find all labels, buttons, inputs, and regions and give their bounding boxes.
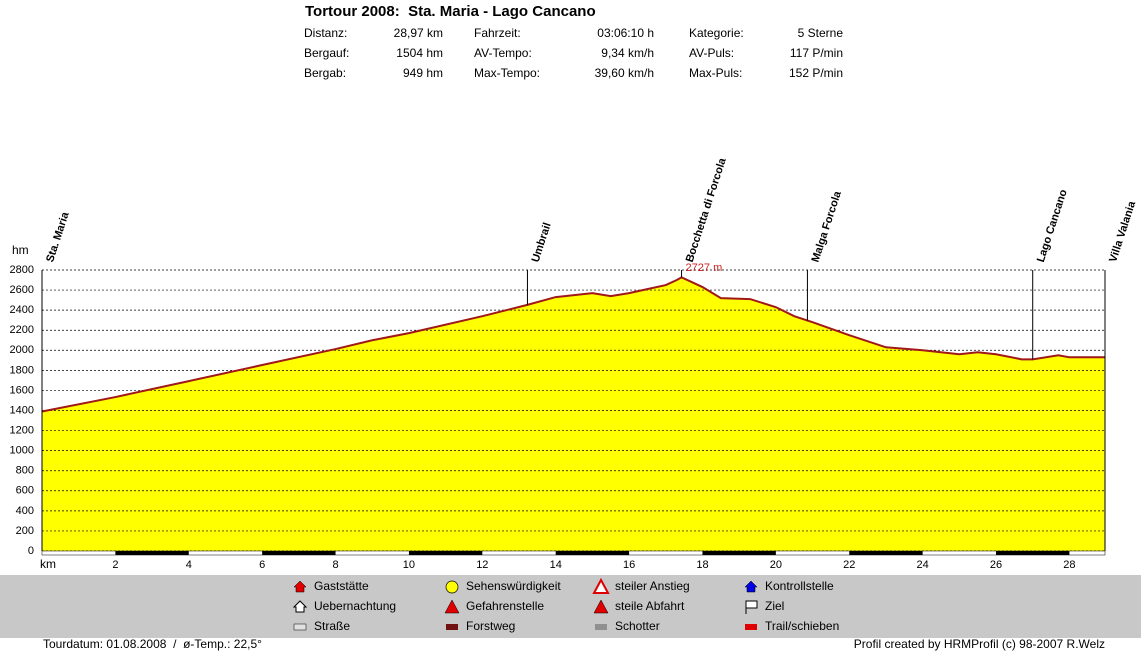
legend-icon: [446, 624, 458, 630]
y-tick-label: 2000: [10, 344, 34, 356]
y-tick-label: 200: [16, 525, 34, 537]
x-axis-segment: [849, 551, 923, 555]
stat-label: Max-Puls:: [689, 66, 742, 80]
x-axis-segment: [408, 551, 483, 555]
legend-icon: [445, 580, 459, 594]
stat-value: 39,60 km/h: [595, 66, 654, 80]
stat-label: Bergauf:: [304, 46, 349, 60]
x-tick-label: 14: [550, 559, 562, 571]
y-tick-label: 600: [16, 485, 34, 497]
legend-icon: [745, 600, 758, 614]
y-tick-label: 1800: [10, 364, 34, 376]
waypoint-label: Lago Cancano: [1035, 188, 1070, 264]
x-tick-label: 24: [917, 559, 929, 571]
legend-label: Gefahrenstelle: [466, 599, 544, 613]
stat-label: Max-Tempo:: [474, 66, 540, 80]
legend-icon: [293, 623, 307, 631]
legend-label: steiler Anstieg: [615, 579, 690, 593]
legend-icon: [593, 599, 609, 614]
x-axis-segment: [702, 551, 776, 555]
legend-icon: [744, 580, 758, 593]
waypoint-label: Sta. Maria: [44, 210, 72, 264]
legend-label: Uebernachtung: [314, 599, 396, 613]
y-tick-label: 1600: [10, 384, 34, 396]
x-axis-segment: [996, 551, 1070, 555]
stat-label: Bergab:: [304, 66, 346, 80]
stat-value: 1504 hm: [396, 46, 443, 60]
legend-icon: [745, 624, 757, 630]
legend-icon: [592, 577, 610, 594]
legend-label: Straße: [314, 619, 350, 633]
legend-box: [0, 575, 1141, 638]
y-tick-label: 2200: [10, 324, 34, 336]
stat-value: 117 P/min: [790, 46, 843, 60]
y-tick-label: 400: [16, 505, 34, 517]
waypoint-label: Malga Forcola: [810, 189, 845, 264]
x-tick-label: 20: [770, 559, 782, 571]
x-tick-label: 22: [843, 559, 855, 571]
stat-label: AV-Puls:: [689, 46, 734, 60]
profile-line: [41, 276, 1105, 413]
stat-value: 9,34 km/h: [601, 46, 654, 60]
y-tick-label: 2400: [10, 304, 34, 316]
chart-title: Tortour 2008: Sta. Maria - Lago Cancano: [305, 3, 596, 20]
y-tick-label: 2600: [10, 284, 34, 296]
legend-label: Forstweg: [466, 619, 515, 633]
x-axis-segment: [555, 551, 630, 555]
legend-label: Trail/schieben: [765, 619, 839, 633]
stat-label: AV-Tempo:: [474, 46, 532, 60]
waypoint-label: Bocchetta di Forcola: [684, 156, 729, 264]
y-tick-label: 1000: [10, 445, 34, 457]
y-tick-label: 1200: [10, 424, 34, 436]
x-axis-segment: [115, 551, 189, 555]
legend-label: steile Abfahrt: [615, 599, 685, 613]
legend-label: Sehenswürdigkeit: [466, 579, 561, 593]
x-tick-label: 12: [476, 559, 488, 571]
legend-icon: [292, 600, 308, 613]
stat-value: 5 Sterne: [798, 26, 844, 40]
y-tick-label: 2800: [10, 264, 34, 276]
x-tick-label: 26: [990, 559, 1002, 571]
profile-area: [42, 277, 1105, 551]
legend-icon: [595, 624, 607, 630]
stat-value: 03:06:10 h: [597, 26, 654, 40]
stat-label: Kategorie:: [689, 26, 744, 40]
footer-right: Profil created by HRMProfil (c) 98-2007 …: [854, 637, 1105, 651]
x-tick-label: 28: [1063, 559, 1075, 571]
y-tick-label: 1400: [10, 404, 34, 416]
legend-label: Ziel: [765, 599, 784, 613]
x-tick-label: 8: [332, 559, 338, 571]
x-tick-label: 2: [112, 559, 118, 571]
waypoint-label: Umbrail: [530, 221, 554, 264]
legend-label: Kontrollstelle: [765, 579, 834, 593]
legend-label: Schotter: [615, 619, 660, 633]
legend-icon: [293, 580, 307, 593]
legend-label: Gaststätte: [314, 579, 369, 593]
x-tick-label: 6: [259, 559, 265, 571]
x-tick-label: 4: [186, 559, 192, 571]
legend-icon: [444, 599, 460, 614]
y-tick-label: 0: [28, 545, 34, 557]
max-label: 2727 m: [686, 262, 723, 274]
x-tick-label: 10: [403, 559, 415, 571]
x-tick-label: 16: [623, 559, 635, 571]
stat-value: 949 hm: [403, 66, 443, 80]
stat-label: Distanz:: [304, 26, 347, 40]
stat-value: 28,97 km: [394, 26, 443, 40]
stat-value: 152 P/min: [789, 66, 843, 80]
footer-left: Tourdatum: 01.08.2008 / ø-Temp.: 22,5°: [43, 637, 262, 651]
y-tick-label: 800: [16, 465, 34, 477]
waypoint-label: Villa Valania: [1107, 199, 1138, 264]
x-tick-label: 18: [696, 559, 708, 571]
x-axis-segment: [262, 551, 336, 555]
x-axis-label: km: [40, 557, 56, 571]
stat-label: Fahrzeit:: [474, 26, 521, 40]
y-axis-label: hm: [12, 243, 29, 257]
